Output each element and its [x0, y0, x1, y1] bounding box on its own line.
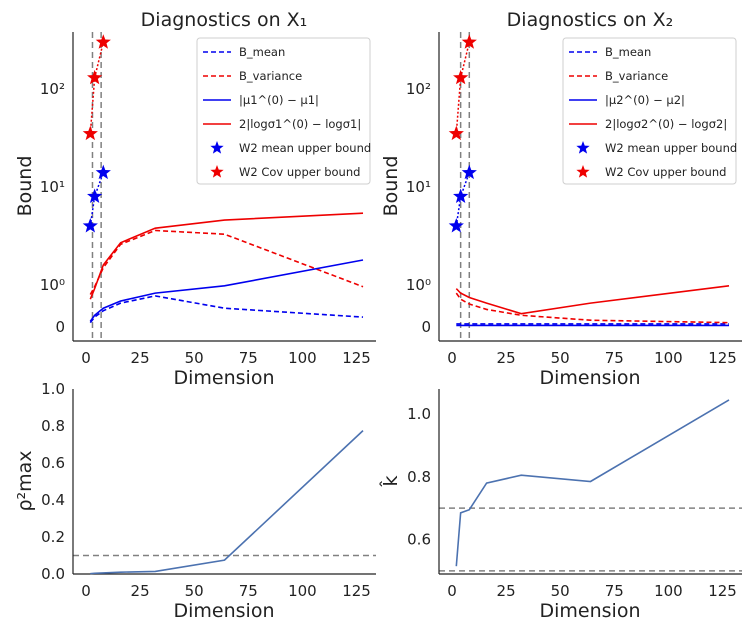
- panel-x1-legend: B_mean B_variance |μ1^(0) − μ1| 2|logσ1^(0)…: [196, 37, 371, 185]
- y-tick-label: 10¹: [406, 178, 431, 196]
- legend-label: W2 Cov upper bound: [605, 165, 726, 179]
- star-marker: [448, 218, 464, 233]
- y-tick-label: 0: [421, 318, 431, 336]
- star-marker: [461, 164, 477, 180]
- series-line: [455, 292, 730, 324]
- panel-x2-title: Diagnostics on X₂: [507, 9, 674, 31]
- x-tick-label: 50: [185, 582, 204, 600]
- star-marker: [87, 188, 103, 203]
- star-marker: [95, 34, 111, 49]
- x-tick-label: 0: [447, 349, 457, 367]
- legend-marker: [576, 165, 590, 178]
- x-tick-label: 125: [708, 349, 737, 367]
- panel-x1-title: Diagnostics on X₁: [141, 9, 308, 31]
- x-tick-label: 75: [239, 349, 258, 367]
- legend-label: 2|logσ1^(0) − logσ1|: [239, 117, 361, 131]
- y-tick-label: 0.8: [41, 417, 65, 435]
- x-tick-label: 100: [288, 349, 317, 367]
- y-tick-label: 1.0: [407, 405, 431, 423]
- panel-x1-diagnostics: Diagnostics on X₁ 0 25 50 75 100 125 0 10⁰ 10¹ 10…: [14, 9, 376, 389]
- y-tick-label: 10⁰: [406, 276, 431, 294]
- x-tick-label: 75: [239, 582, 258, 600]
- legend-label: |μ2^(0) − μ2|: [605, 93, 685, 107]
- y-tick-label: 0.6: [41, 454, 65, 472]
- x-tick-label: 125: [342, 349, 371, 367]
- x-tick-label: 125: [708, 582, 737, 600]
- panel-rho-max: 0 25 50 75 100 125 0.0 0.2 0.4 0.6 0.8 1.0 Dimensio…: [14, 380, 376, 622]
- y-tick-label: 0.8: [407, 468, 431, 486]
- panel-rho-ylabel: ρ²max: [14, 450, 36, 511]
- x-tick-label: 25: [131, 349, 150, 367]
- y-tick-label: 0: [55, 318, 65, 336]
- x-tick-label: 0: [81, 349, 91, 367]
- x-tick-label: 100: [654, 349, 683, 367]
- y-tick-label: 10²: [406, 80, 431, 98]
- star-marker: [453, 188, 469, 203]
- star-marker: [82, 218, 98, 233]
- legend-marker: [210, 141, 224, 154]
- y-tick-label: 0.4: [41, 491, 65, 509]
- legend-box: [196, 37, 371, 185]
- series-connector: [455, 42, 471, 134]
- star-marker: [95, 164, 111, 180]
- legend-label: W2 mean upper bound: [605, 141, 737, 155]
- legend-label: B_mean: [605, 45, 651, 59]
- star-marker: [448, 125, 464, 141]
- series-line: [455, 285, 730, 315]
- legend-marker: [210, 165, 224, 178]
- panel-x2-diagnostics: Diagnostics on X₂ 0 25 50 75 100 125 0 10⁰ 10¹ 10…: [380, 9, 742, 389]
- panel-x2-ylabel: Bound: [380, 156, 402, 217]
- y-tick-label: 0.6: [407, 531, 431, 549]
- x-tick-label: 100: [654, 582, 683, 600]
- x-tick-label: 25: [497, 349, 516, 367]
- panel-khat-ylabel: k̂: [380, 475, 402, 487]
- legend-label: B_variance: [605, 69, 668, 83]
- star-marker: [87, 69, 103, 85]
- star-marker: [82, 125, 98, 141]
- x-tick-label: 25: [497, 582, 516, 600]
- panel-x1-ylabel: Bound: [14, 156, 36, 217]
- series-line: [90, 430, 364, 575]
- legend-label: W2 Cov upper bound: [239, 165, 360, 179]
- legend-marker: [576, 141, 590, 154]
- y-tick-label: 10²: [40, 80, 65, 98]
- y-tick-label: 0.0: [41, 565, 65, 583]
- series-line: [455, 399, 730, 567]
- panel-khat-xlabel: Dimension: [540, 600, 641, 622]
- star-marker: [461, 34, 477, 49]
- y-tick-label: 10¹: [40, 178, 65, 196]
- series-line: [89, 295, 364, 324]
- legend-label: 2|logσ2^(0) − logσ2|: [605, 117, 727, 131]
- x-tick-label: 100: [288, 582, 317, 600]
- x-tick-label: 50: [185, 349, 204, 367]
- panel-x2-legend: B_mean B_variance |μ2^(0) − μ2| 2|logσ2^(0)…: [562, 37, 737, 185]
- legend-label: |μ1^(0) − μ1|: [239, 93, 319, 107]
- x-tick-label: 0: [447, 582, 457, 600]
- legend-label: W2 mean upper bound: [239, 141, 371, 155]
- panel-x1-xlabel: Dimension: [174, 367, 275, 389]
- panel-rho-xlabel: Dimension: [174, 600, 275, 622]
- legend-label: B_mean: [239, 45, 285, 59]
- panel-x2-xlabel: Dimension: [540, 367, 641, 389]
- legend-label: B_variance: [239, 69, 302, 83]
- legend-box: [562, 37, 737, 185]
- x-tick-label: 50: [551, 349, 570, 367]
- x-tick-label: 75: [605, 349, 624, 367]
- x-tick-label: 75: [605, 582, 624, 600]
- series-line: [89, 259, 364, 322]
- x-tick-label: 0: [81, 582, 91, 600]
- x-tick-label: 50: [551, 582, 570, 600]
- star-marker: [453, 69, 469, 85]
- y-tick-label: 1.0: [41, 380, 65, 398]
- series-line: [89, 212, 364, 300]
- x-tick-label: 25: [131, 582, 150, 600]
- panel-k-hat: 0 25 50 75 100 125 0.6 0.8 1.0 Dimension k̂: [380, 389, 742, 622]
- x-tick-label: 125: [342, 582, 371, 600]
- y-tick-label: 10⁰: [40, 276, 65, 294]
- y-tick-label: 0.2: [41, 528, 65, 546]
